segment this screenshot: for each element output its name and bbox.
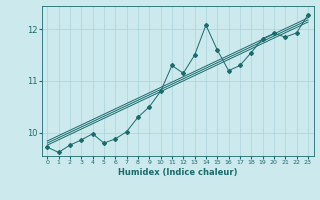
- X-axis label: Humidex (Indice chaleur): Humidex (Indice chaleur): [118, 168, 237, 177]
